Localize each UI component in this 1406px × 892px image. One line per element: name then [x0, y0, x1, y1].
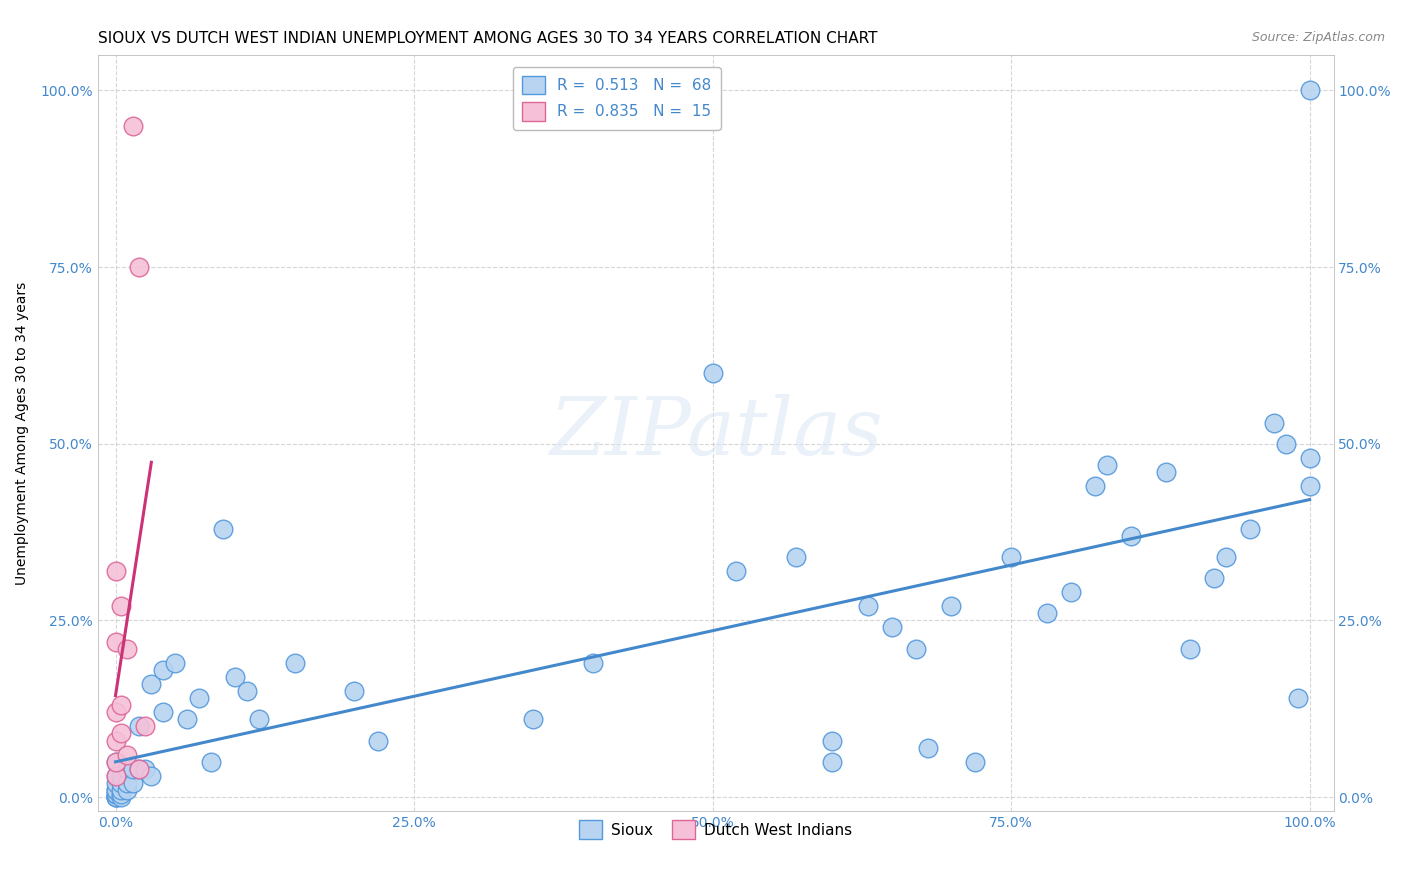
Point [152, 705, 174, 719]
Point [104, 755, 127, 769]
Point [110, 769, 132, 783]
Point [1239, 522, 1261, 536]
Point [117, 776, 139, 790]
Point [1298, 450, 1320, 465]
Point [1084, 479, 1107, 493]
Legend: Sioux, Dutch West Indians: Sioux, Dutch West Indians [574, 814, 858, 845]
Point [904, 641, 927, 656]
Point [110, 787, 132, 801]
Point [104, 783, 127, 797]
Point [200, 755, 222, 769]
Point [117, 783, 139, 797]
Point [941, 599, 963, 614]
Point [1095, 458, 1118, 472]
Point [110, 599, 132, 614]
Point [582, 656, 605, 670]
Point [1119, 528, 1142, 542]
Point [821, 733, 844, 747]
Point [122, 776, 145, 790]
Point [1263, 416, 1285, 430]
Point [110, 783, 132, 797]
Point [104, 783, 127, 797]
Point [1215, 549, 1237, 564]
Point [104, 790, 127, 805]
Point [247, 712, 270, 726]
Point [1036, 607, 1059, 621]
Point [880, 620, 903, 634]
Point [110, 790, 132, 805]
Point [212, 522, 235, 536]
Point [110, 698, 132, 713]
Point [122, 119, 145, 133]
Point [104, 790, 127, 805]
Point [917, 740, 939, 755]
Text: ZIPatlas: ZIPatlas [548, 394, 883, 472]
Point [110, 726, 132, 740]
Point [141, 769, 163, 783]
Point [236, 684, 259, 698]
Point [141, 677, 163, 691]
Point [122, 762, 145, 776]
Point [104, 769, 127, 783]
Point [165, 656, 187, 670]
Point [117, 641, 139, 656]
Text: Source: ZipAtlas.com: Source: ZipAtlas.com [1251, 31, 1385, 45]
Point [785, 549, 807, 564]
Point [104, 755, 127, 769]
Y-axis label: Unemployment Among Ages 30 to 34 years: Unemployment Among Ages 30 to 34 years [15, 282, 30, 585]
Point [104, 634, 127, 648]
Point [725, 564, 748, 578]
Point [104, 769, 127, 783]
Point [152, 663, 174, 677]
Point [1298, 479, 1320, 493]
Point [367, 733, 389, 747]
Point [856, 599, 879, 614]
Point [224, 670, 246, 684]
Point [104, 787, 127, 801]
Point [1156, 465, 1178, 479]
Point [104, 564, 127, 578]
Point [1286, 691, 1309, 706]
Point [104, 790, 127, 805]
Point [1060, 585, 1083, 599]
Point [104, 776, 127, 790]
Point [1298, 83, 1320, 97]
Point [104, 733, 127, 747]
Point [128, 260, 150, 274]
Point [284, 656, 307, 670]
Point [104, 787, 127, 801]
Point [1274, 436, 1296, 450]
Point [128, 762, 150, 776]
Point [343, 684, 366, 698]
Point [965, 755, 987, 769]
Text: SIOUX VS DUTCH WEST INDIAN UNEMPLOYMENT AMONG AGES 30 TO 34 YEARS CORRELATION CH: SIOUX VS DUTCH WEST INDIAN UNEMPLOYMENT … [98, 31, 877, 46]
Point [128, 762, 150, 776]
Point [117, 762, 139, 776]
Point [134, 762, 156, 776]
Point [128, 719, 150, 733]
Point [821, 755, 844, 769]
Point [1180, 641, 1202, 656]
Point [104, 705, 127, 719]
Point [1204, 571, 1226, 585]
Point [117, 747, 139, 762]
Point [110, 776, 132, 790]
Point [134, 719, 156, 733]
Point [702, 366, 724, 380]
Point [188, 691, 211, 706]
Point [522, 712, 544, 726]
Point [176, 712, 198, 726]
Point [1000, 549, 1022, 564]
